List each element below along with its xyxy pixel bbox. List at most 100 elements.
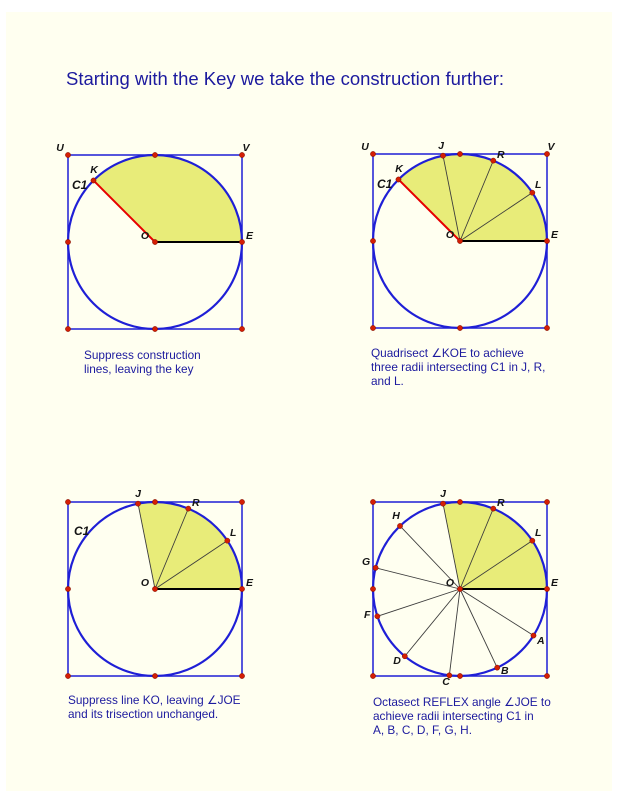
label-U: U (361, 141, 369, 153)
label-O: O (446, 577, 454, 589)
point-E (544, 586, 550, 592)
radius-OL (459, 192, 533, 242)
label-U: U (56, 142, 64, 154)
radius-OG (375, 567, 461, 590)
point-H (397, 523, 403, 529)
point-G (372, 565, 379, 571)
point-corner-br (239, 673, 245, 679)
point-tangent-left (370, 586, 376, 592)
point-O (152, 239, 158, 245)
label-R: R (497, 497, 505, 509)
label-O: O (141, 577, 149, 589)
label-K: K (395, 163, 404, 175)
label-C1: C1 (72, 178, 88, 192)
label-K: K (90, 164, 99, 176)
figure-octasect: J R L H G F D C B A O E (362, 488, 559, 688)
radius-OC (448, 588, 461, 676)
point-tangent-bottom (152, 326, 158, 332)
point-C (446, 672, 453, 679)
label-H: H (392, 510, 400, 522)
label-V: V (547, 141, 555, 153)
label-O: O (446, 229, 454, 241)
point-K (395, 176, 402, 183)
point-J (135, 500, 141, 507)
radius-OB (459, 588, 498, 668)
radius-OD (404, 588, 461, 657)
point-L (529, 189, 536, 196)
point-J (440, 500, 446, 507)
radius-OR (459, 508, 494, 590)
point-tangent-top (457, 151, 463, 157)
labels: U V K C1 J R L O E (361, 140, 559, 241)
point-tangent-left (65, 586, 71, 592)
point-R (490, 505, 497, 512)
point-corner-br (544, 325, 550, 331)
point-E (544, 238, 550, 244)
label-J: J (135, 488, 142, 500)
radius-OJ (137, 503, 156, 590)
page-title: Starting with the Key we take the constr… (66, 68, 505, 89)
label-V: V (242, 142, 250, 154)
label-R: R (497, 149, 505, 161)
label-F: F (364, 609, 371, 621)
label-J: J (440, 488, 447, 500)
points (370, 499, 550, 679)
point-J (440, 152, 446, 159)
labels: J R L H G F D C B A O E (362, 488, 559, 688)
point-tangent-top (457, 499, 463, 505)
point-corner-tr (239, 499, 245, 505)
point-U (65, 152, 71, 158)
label-C1: C1 (74, 524, 90, 538)
point-E (239, 586, 245, 592)
segment-OK (397, 178, 461, 242)
point-tangent-left (65, 239, 71, 245)
point-corner-bl (65, 326, 71, 332)
point-V (544, 151, 550, 157)
point-corner-tr (544, 499, 550, 505)
radius-OR (154, 508, 189, 590)
point-tangent-bottom (457, 673, 463, 679)
labels: C1 J R L O E (74, 488, 254, 589)
label-E: E (551, 577, 559, 589)
label-E: E (246, 230, 254, 242)
point-F (374, 613, 381, 620)
radius-OL (459, 540, 533, 590)
figure-quadrisect: U V K C1 J R L O E (361, 140, 559, 331)
point-O (457, 586, 463, 592)
radius-OL (154, 540, 228, 590)
label-E: E (246, 577, 254, 589)
label-L: L (535, 527, 541, 539)
label-G: G (362, 556, 370, 568)
shaded-sector-JOE (138, 501, 243, 589)
label-L: L (535, 179, 541, 191)
point-B (494, 664, 501, 671)
point-K (90, 177, 97, 184)
label-A: A (536, 635, 545, 647)
label-B: B (501, 665, 509, 677)
point-R (185, 505, 192, 512)
labels: U V K C1 O E (56, 142, 254, 242)
point-E (239, 239, 245, 245)
figure-key: U V K C1 O E (56, 142, 254, 332)
caption-trisection: Suppress line KO, leaving ∠JOE and its t… (68, 693, 241, 721)
radius-OH (399, 525, 461, 590)
point-corner-tl (65, 499, 71, 505)
point-L (224, 537, 231, 544)
radius-OJ (442, 503, 461, 590)
point-A (530, 632, 537, 639)
label-C1: C1 (377, 177, 393, 191)
point-V (239, 152, 245, 158)
label-R: R (192, 497, 200, 509)
shaded-sector-JOE (443, 501, 547, 589)
point-tangent-top (152, 152, 158, 158)
point-tangent-left (370, 238, 376, 244)
label-C: C (442, 676, 450, 688)
label-E: E (551, 229, 559, 241)
points (370, 151, 550, 331)
points (65, 152, 245, 332)
caption-quadrisect: Quadrisect ∠KOE to achieve three radii i… (371, 346, 546, 388)
point-O (457, 238, 463, 244)
point-tangent-top (152, 499, 158, 505)
label-J: J (438, 140, 445, 152)
label-L: L (230, 527, 236, 539)
